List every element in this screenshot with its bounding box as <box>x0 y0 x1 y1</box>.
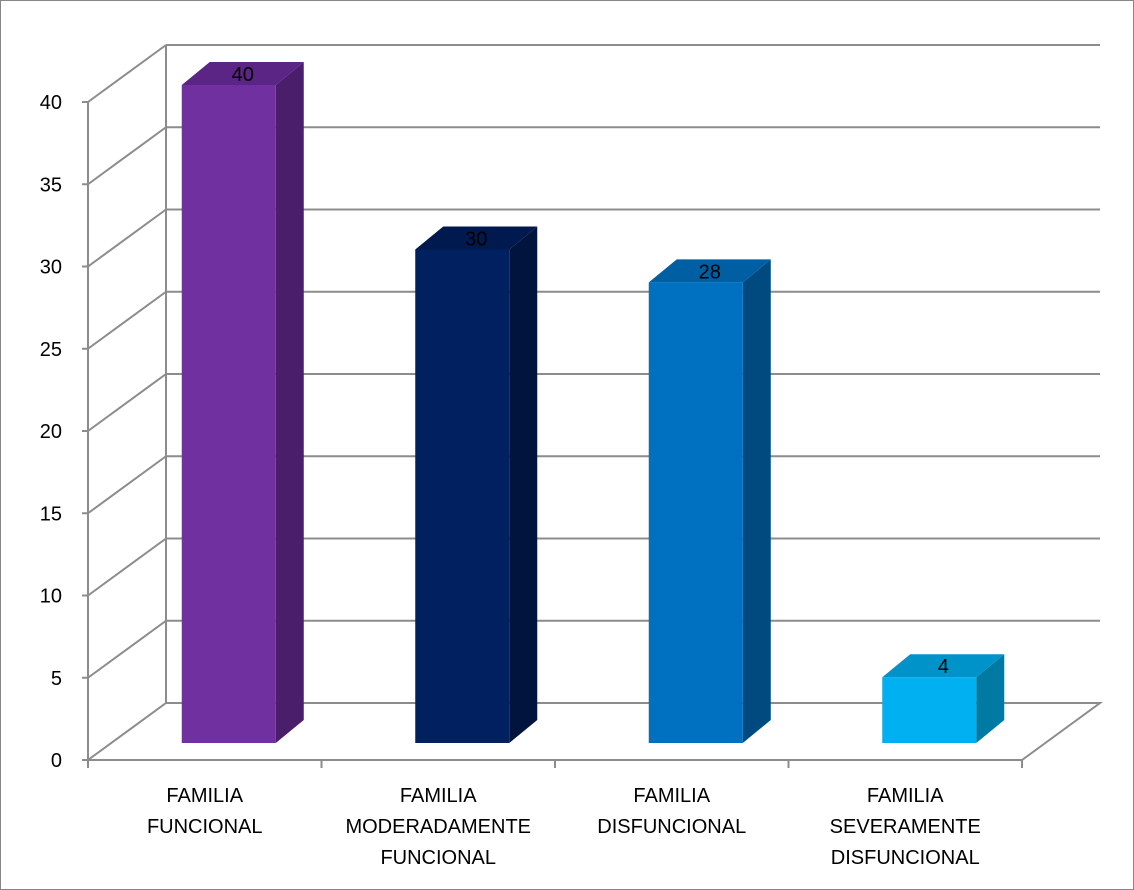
bar-2 <box>648 259 771 743</box>
y-tick-label: 10 <box>40 586 62 608</box>
bar-top <box>882 654 1005 678</box>
bar-side <box>976 654 1005 743</box>
category-label-line: FAMILIA <box>867 785 944 807</box>
bar-side <box>275 62 304 743</box>
category-label-line: DISFUNCIONAL <box>597 816 746 838</box>
axis-layer: 0 5 10 15 20 25 30 35 40 <box>40 92 1023 772</box>
category-label-line: FUNCIONAL <box>147 816 263 838</box>
label-layer: 40 FAMILIA FUNCIONAL 30 FAMILIA MODERADAMENTE… <box>147 64 981 869</box>
bar-front <box>181 85 276 743</box>
bar-layer <box>181 62 1005 743</box>
bar-3 <box>882 654 1005 743</box>
data-label: 28 <box>699 261 721 283</box>
category-label-line: MODERADAMENTE <box>345 816 531 838</box>
y-tick-label: 40 <box>40 92 62 114</box>
category-label: FAMILIA DISFUNCIONAL <box>597 785 746 838</box>
bar-front <box>415 249 510 743</box>
category-label-line: FAMILIA <box>166 785 243 807</box>
y-tick-label: 20 <box>40 421 62 443</box>
bar-side <box>509 226 538 743</box>
y-tick-label: 25 <box>40 339 62 361</box>
side-gridline <box>87 44 167 103</box>
category-label-line: SEVERAMENTE <box>830 816 981 838</box>
category-label-line: DISFUNCIONAL <box>831 847 980 869</box>
bar-front <box>882 677 977 743</box>
grid-layer <box>84 44 1104 761</box>
category-label-line: FAMILIA <box>400 785 477 807</box>
side-gridline <box>87 455 167 515</box>
y-tick-label: 0 <box>51 750 62 772</box>
y-tick-label: 15 <box>40 503 62 525</box>
bar-side <box>742 259 771 743</box>
data-label: 30 <box>465 229 487 251</box>
bar-top <box>415 226 538 250</box>
category-label: FAMILIA FUNCIONAL <box>147 785 263 838</box>
bar-front <box>648 282 743 743</box>
y-tick-label: 30 <box>40 257 62 279</box>
side-gridline <box>87 126 167 186</box>
bar-0 <box>181 62 304 743</box>
category-label-line: FUNCIONAL <box>380 847 496 869</box>
side-gridline <box>87 208 167 268</box>
category-label-line: FAMILIA <box>633 785 710 807</box>
y-tick-label: 35 <box>40 174 62 196</box>
category-label: FAMILIA SEVERAMENTE DISFUNCIONAL <box>830 785 981 869</box>
data-label: 4 <box>938 656 949 678</box>
bar-1 <box>415 226 538 743</box>
data-label: 40 <box>232 64 254 86</box>
category-label: FAMILIA MODERADAMENTE FUNCIONAL <box>345 785 531 869</box>
bar-top <box>648 259 771 283</box>
side-gridline <box>87 373 167 432</box>
side-gridline <box>87 290 167 350</box>
side-gridline <box>87 537 167 597</box>
bar-top <box>181 62 304 85</box>
side-gridline <box>87 619 167 679</box>
y-tick-label: 5 <box>51 668 62 690</box>
